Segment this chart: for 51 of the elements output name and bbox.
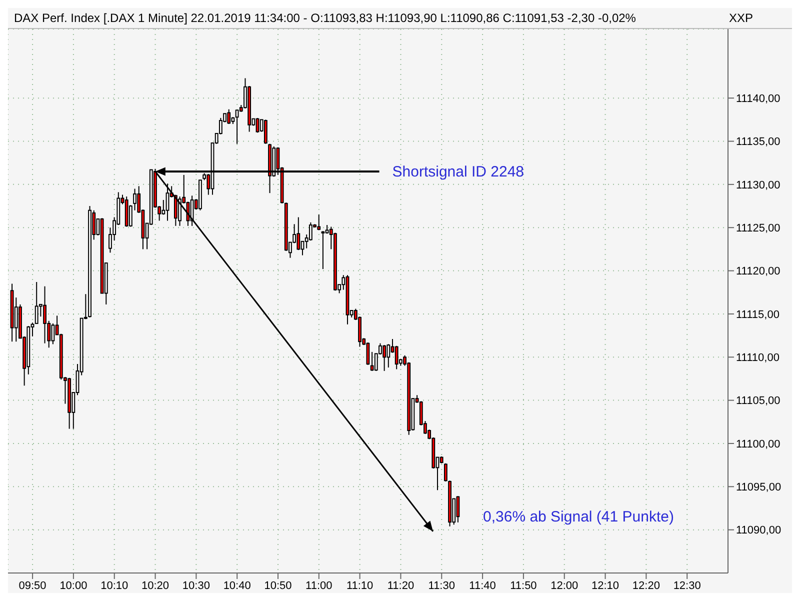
candlestick — [51, 322, 55, 345]
x-tick-label: 10:00 — [60, 580, 88, 592]
x-tick-label: 11:30 — [428, 580, 455, 592]
candlestick — [308, 222, 312, 242]
candlestick — [178, 196, 182, 226]
x-tick-label: 12:10 — [592, 580, 620, 592]
y-tick-label: 11130,00 — [736, 179, 780, 192]
candlestick — [296, 216, 300, 251]
candlestick — [394, 345, 398, 370]
candlestick — [133, 188, 136, 211]
candlestick — [444, 462, 448, 482]
y-tick-label: 11140,00 — [736, 92, 780, 105]
y-tick-label: 11120,00 — [736, 266, 780, 278]
candlestick — [386, 344, 390, 368]
candlestick — [317, 214, 321, 231]
y-tick-label: 11115,00 — [736, 308, 780, 321]
y-tick-label: 11090,00 — [736, 524, 782, 537]
x-tick-label: 11:50 — [510, 580, 537, 592]
text: XXP — [728, 11, 753, 25]
x-tick-label: 10:50 — [264, 580, 292, 592]
candlestick — [264, 119, 268, 144]
x-tick-label: 10:10 — [100, 580, 128, 592]
x-tick-label: 12:20 — [632, 580, 660, 592]
candlestick — [43, 286, 46, 344]
x-tick-label: 10:30 — [182, 580, 210, 592]
x-tick-label: 11:40 — [469, 580, 496, 592]
x-tick-label: 10:40 — [223, 580, 251, 592]
x-tick-label: 11:10 — [346, 580, 374, 592]
y-tick-label: 11110,00 — [736, 352, 780, 364]
x-tick-label: 10:20 — [142, 580, 170, 592]
x-tick-label: 12:30 — [673, 580, 701, 592]
x-tick-label: 11:20 — [387, 580, 414, 592]
y-tick-label: 11135,00 — [736, 136, 780, 148]
y-tick-label: 11095,00 — [736, 482, 782, 494]
candlestick — [321, 230, 325, 270]
candlestick — [227, 108, 231, 124]
candlestick — [166, 183, 170, 222]
candlestick — [382, 344, 386, 372]
x-tick-label: 12:00 — [550, 580, 578, 592]
x-tick-label: 09:50 — [18, 580, 46, 592]
y-tick-label: 11100,00 — [736, 438, 780, 450]
candlestick — [174, 194, 178, 226]
chart-title: DAX Perf. Index [.DAX 1 Minute] 22.01.2019 11:34:00 - O:11093,83 H:11093,90 L:11090,86 C:11091,53 -2,30 -0,02% — [13, 11, 637, 25]
annotation: Shortsignal ID 2248 — [392, 163, 524, 180]
y-tick-label: 11105,00 — [736, 395, 780, 408]
candlestick — [256, 117, 260, 134]
annotation: 0,36% ab Signal (41 Punkte) — [483, 508, 674, 526]
candlestick — [34, 282, 38, 324]
candlestick — [235, 110, 239, 144]
y-tick-label: 11125,00 — [736, 222, 780, 235]
x-tick-label: 11:00 — [306, 580, 332, 592]
